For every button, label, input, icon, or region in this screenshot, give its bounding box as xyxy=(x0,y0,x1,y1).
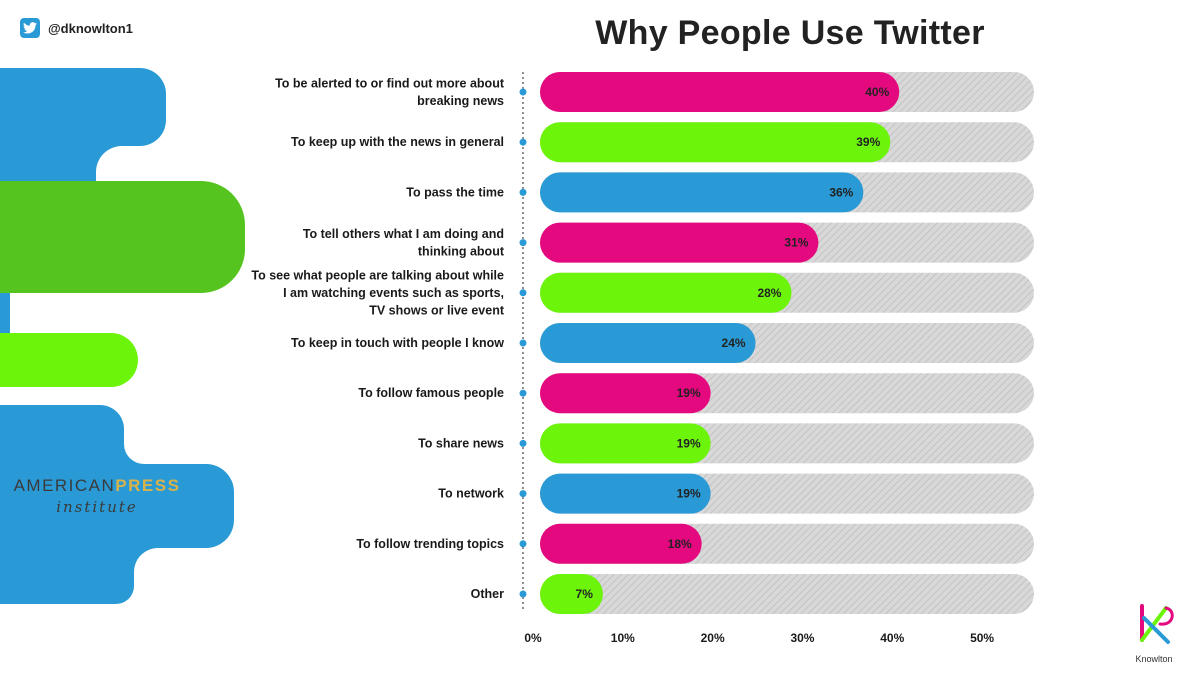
axis-dot xyxy=(519,439,527,447)
brand-institute: institute xyxy=(56,498,138,516)
category-label: To keep in touch with people I know xyxy=(291,336,504,350)
category-label: Other xyxy=(471,587,504,601)
bar-value-label: 19% xyxy=(677,386,701,400)
brand-press: PRESS xyxy=(115,476,181,495)
decorative-shapes xyxy=(0,68,245,604)
x-tick-label: 30% xyxy=(790,631,814,645)
american-press-institute-logo: AMERICANPRESS institute xyxy=(12,476,182,516)
bar-row: 28% To see what people are talking about … xyxy=(251,268,1034,317)
axis-dot xyxy=(519,239,527,247)
bar xyxy=(540,172,864,213)
bar-value-label: 19% xyxy=(677,436,701,450)
bar xyxy=(540,272,792,313)
bar xyxy=(540,574,603,614)
bar-row: 39% To keep up with the news in general xyxy=(291,122,1034,163)
bar-row: 24% To keep in touch with people I know xyxy=(291,323,1034,363)
x-tick-label: 0% xyxy=(524,631,542,645)
twitter-handle-text: @dknowlton1 xyxy=(48,20,133,36)
axis-dot xyxy=(519,289,527,297)
axis-dot xyxy=(519,188,527,196)
bar-track xyxy=(540,574,1034,614)
bar xyxy=(540,473,711,514)
bar-value-label: 28% xyxy=(757,286,781,300)
bar-value-label: 36% xyxy=(829,185,853,199)
x-tick-label: 40% xyxy=(880,631,904,645)
category-label: To follow trending topics xyxy=(356,537,504,551)
bar-value-label: 7% xyxy=(576,587,594,601)
blue-sliver xyxy=(0,293,10,333)
category-label: To keep up with the news in general xyxy=(291,135,504,149)
category-label: To share news xyxy=(418,436,504,450)
bar-row: 18% To follow trending topics xyxy=(356,523,1034,564)
twitter-handle: @dknowlton1 xyxy=(20,18,133,38)
green-blob-corner xyxy=(0,181,60,293)
x-tick-label: 50% xyxy=(970,631,994,645)
bar xyxy=(540,72,900,112)
bar-row: 31% To tell others what I am doing and thi… xyxy=(303,222,1034,263)
bar-value-label: 19% xyxy=(677,487,701,501)
x-tick-label: 10% xyxy=(611,631,635,645)
category-label: To tell others what I am doing and thinki… xyxy=(303,227,505,259)
knowlton-logo: Knowlton xyxy=(1122,600,1186,664)
category-label: To follow famous people xyxy=(358,386,504,400)
bar xyxy=(540,122,891,163)
category-label: To pass the time xyxy=(406,185,504,199)
green-blob-small-corner xyxy=(0,333,40,387)
category-label: To see what people are talking about whi… xyxy=(251,268,504,317)
bar-row: 19% To network xyxy=(438,473,1034,514)
axis-dot xyxy=(519,339,527,347)
axis-dot xyxy=(519,540,527,548)
axis-dot xyxy=(519,138,527,146)
axis-dot xyxy=(519,590,527,598)
knowlton-logo-text: Knowlton xyxy=(1135,654,1173,664)
bar-value-label: 31% xyxy=(784,236,808,250)
bar-row: 40% To be alerted to or find out more abo… xyxy=(275,72,1034,112)
category-label: To network xyxy=(438,487,504,501)
x-tick-label: 20% xyxy=(701,631,725,645)
bar-row: 7% Other xyxy=(471,574,1034,614)
bar-row: 36% To pass the time xyxy=(406,172,1034,213)
bar-value-label: 39% xyxy=(856,135,880,149)
bar-value-label: 18% xyxy=(668,537,692,551)
category-label: To be alerted to or find out more about b… xyxy=(275,76,505,108)
brand-wordmark: AMERICANPRESS xyxy=(12,476,182,496)
blue-blob-bottom xyxy=(0,405,234,604)
green-blob-large xyxy=(0,181,245,293)
blue-blob-top xyxy=(0,68,166,181)
axis-dot xyxy=(519,490,527,498)
bar xyxy=(540,423,711,464)
bar xyxy=(540,222,819,263)
twitter-bird-icon xyxy=(20,18,40,38)
brand-american: AMERICAN xyxy=(13,476,116,495)
bar-row: 19% To follow famous people xyxy=(358,373,1034,414)
bar-value-label: 24% xyxy=(722,336,746,350)
chart-title: Why People Use Twitter xyxy=(595,14,985,52)
bar xyxy=(540,523,702,564)
axis-dot xyxy=(519,389,527,397)
bar-row: 19% To share news xyxy=(418,423,1034,464)
bar xyxy=(540,323,756,363)
axis-dot xyxy=(519,88,527,96)
bar xyxy=(540,373,711,414)
knowlton-logo-icon xyxy=(1140,604,1174,644)
bar-value-label: 40% xyxy=(865,85,889,99)
